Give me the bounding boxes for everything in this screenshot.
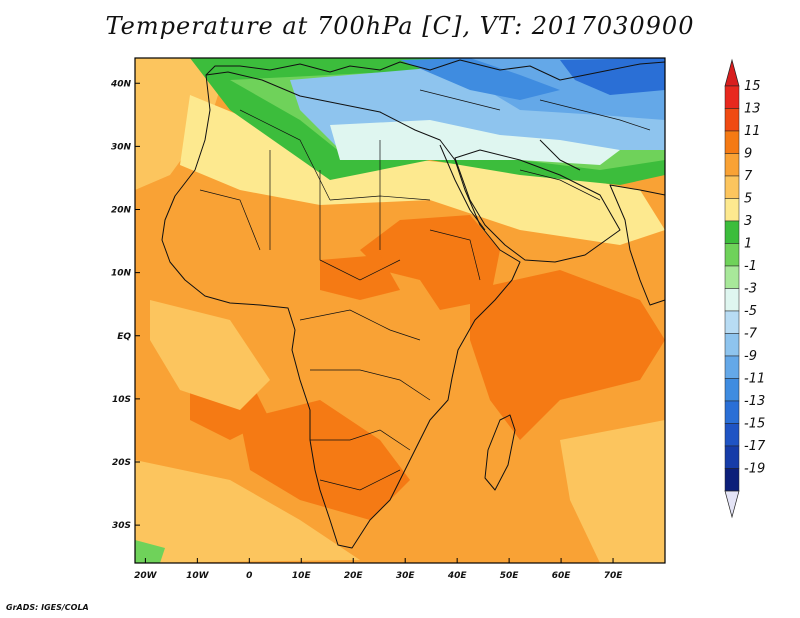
colorbar-swatch [724, 355, 740, 379]
colorbar-swatch [724, 265, 740, 289]
region-sahara-pale [180, 95, 665, 245]
colorbar-swatch [724, 310, 740, 334]
arabia-coastline [454, 149, 621, 263]
region-east-indian-cool [560, 420, 665, 563]
region-south-atlantic-cool [135, 460, 360, 563]
madagascar-coastline [484, 414, 516, 491]
lat-tick-label: 20S [112, 458, 131, 468]
colorbar-swatch [724, 198, 740, 222]
colorbar-label: 5 [744, 192, 752, 207]
region-indian-ocean-warm [470, 270, 665, 440]
lon-tick-label: 60E [552, 571, 572, 581]
africa-coastline [161, 71, 521, 549]
border-line [299, 309, 421, 341]
lon-tick-label: 30E [396, 571, 416, 581]
lon-tick-label: 70E [604, 571, 624, 581]
colorbar-bottom-arrow [724, 490, 740, 519]
lat-tick-label: 20N [111, 206, 132, 216]
region-turkey-cold [400, 58, 560, 100]
colorbar-swatch [724, 333, 740, 357]
border-line [539, 99, 651, 131]
colorbar-label: 9 [744, 147, 752, 162]
colorbar-swatch [724, 423, 740, 447]
region-west-africa-cool [150, 300, 270, 410]
country-borders [199, 89, 651, 491]
longitude-axis: 20W 10W 0 10E 20E 30E 40E 50E 60E 70E [134, 558, 623, 581]
lat-tick-label: 30N [111, 142, 132, 152]
colorbar-swatch [724, 85, 740, 109]
colorbar-label: 11 [744, 124, 761, 139]
colorbar-label: -5 [744, 304, 757, 319]
colorbar-swatch [724, 468, 740, 492]
india-coastline [609, 184, 666, 306]
colorbar-label: -7 [744, 327, 758, 342]
border-line [310, 429, 411, 451]
chart-title: Temperature at 700hPa [C], VT: 201703090… [105, 12, 695, 40]
colorbar-label: -1 [744, 259, 757, 274]
lon-tick-label: 0 [246, 571, 252, 581]
europe-coastline [205, 59, 666, 81]
latitude-axis: 40N 30N 20N 10N EQ 10S 20S 30S [110, 79, 140, 531]
colorbar-swatch [724, 175, 740, 199]
colorbar-swatch [724, 378, 740, 402]
lat-tick-label: 30S [112, 521, 131, 531]
region-north-atlantic-warm [135, 58, 230, 190]
colorbar-label: 15 [744, 79, 761, 94]
lat-tick-label: EQ [117, 332, 131, 342]
colorbar-swatch [724, 153, 740, 177]
colorbar-swatch [724, 288, 740, 312]
region-southwest-green [135, 540, 165, 563]
colorbar-label: -15 [744, 417, 765, 432]
colorbar-swatch [724, 108, 740, 132]
colorbar-swatch [724, 130, 740, 154]
border-line [319, 170, 401, 281]
lon-tick-label: 20E [344, 571, 364, 581]
border-line [419, 89, 501, 111]
lon-tick-label: 10W [186, 571, 210, 581]
border-line [429, 229, 481, 281]
colorbar-swatch [724, 243, 740, 267]
colorbar-label: -17 [744, 439, 766, 454]
colorbar-label: 7 [744, 169, 753, 184]
colorbar-label: 13 [744, 102, 761, 117]
region-southern-africa-warm [240, 400, 410, 520]
colorbar-swatch [724, 400, 740, 424]
lat-tick-label: 40N [110, 79, 132, 89]
plot-frame [134, 57, 666, 564]
lon-tick-label: 10E [292, 571, 312, 581]
colorbar-swatch [724, 220, 740, 244]
colorbar-label: -3 [744, 282, 757, 297]
lon-tick-label: 50E [500, 571, 520, 581]
colorbar-label: 1 [744, 237, 752, 252]
colorbar-swatch [724, 445, 740, 469]
region-sudan-warm [320, 255, 400, 300]
lat-tick-label: 10S [112, 395, 131, 405]
lat-tick-label: 10N [111, 269, 132, 279]
lon-tick-label: 40E [447, 571, 468, 581]
colorbar-label: -9 [744, 349, 757, 364]
colorbar-label: -13 [744, 394, 765, 409]
grads-credit: GrADS: IGES/COLA [6, 603, 89, 612]
border-line [519, 169, 601, 201]
border-line [319, 469, 401, 491]
colorbar-top-arrow [724, 58, 740, 87]
coastlines [161, 59, 666, 549]
lon-tick-label: 20W [134, 571, 158, 581]
border-line [199, 189, 261, 251]
gulf-coastline [539, 139, 581, 171]
field-layer [135, 58, 665, 563]
colorbar-label: -19 [744, 462, 765, 477]
colorbar: 15 13 11 9 7 5 3 1 -1 -3 -5 -7 -9 -11 -13 -15 -17 -19 [724, 58, 766, 519]
border-line [310, 369, 431, 401]
colorbar-label: 3 [744, 214, 752, 229]
red-sea-coastline [439, 144, 486, 231]
region-caspian-coldest [560, 58, 665, 95]
colorbar-label: -11 [744, 372, 765, 387]
region-ne-cold-pale [330, 120, 620, 165]
